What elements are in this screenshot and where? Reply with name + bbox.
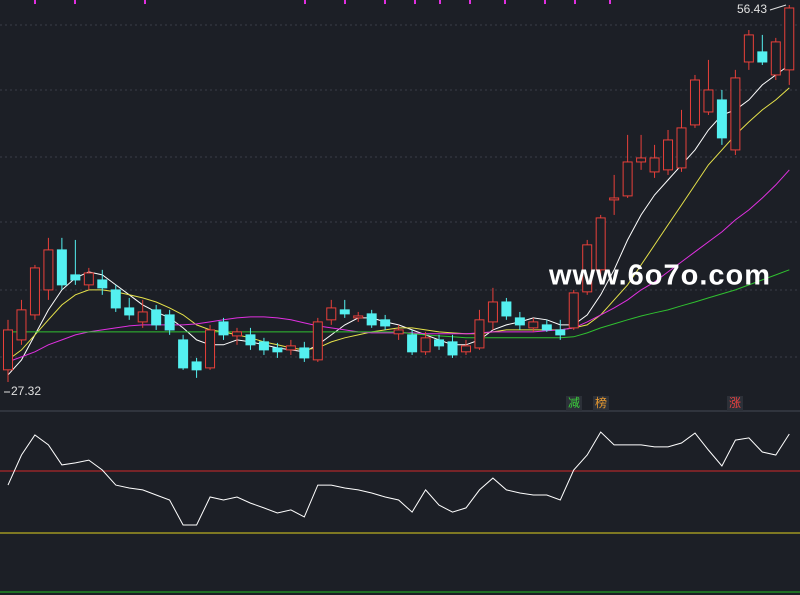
indicator-line: [7, 431, 790, 526]
candle-body: [730, 77, 741, 151]
candle-body: [285, 345, 296, 351]
candle-body: [326, 307, 337, 321]
candle-body: [3, 329, 13, 371]
candle-body: [258, 341, 269, 351]
candle-body: [312, 321, 323, 361]
candle-body: [299, 347, 310, 359]
candle-body: [514, 317, 525, 326]
candle-body: [460, 345, 471, 353]
candle-body: [407, 334, 418, 353]
candle-body: [205, 329, 216, 369]
candle-body: [339, 309, 350, 315]
high-arrow: [769, 4, 787, 11]
ma-line: [7, 87, 790, 361]
signal: 减: [568, 396, 580, 410]
candle-body: [649, 157, 660, 173]
candle-body: [83, 272, 94, 286]
candle-body: [43, 249, 54, 291]
signal: 榜: [595, 395, 607, 410]
candle-body: [487, 301, 498, 323]
candle-body: [541, 324, 552, 331]
candle-body: [447, 341, 458, 356]
signal: 涨: [729, 395, 741, 410]
candle-body: [97, 279, 108, 289]
candle-body: [124, 307, 135, 316]
candle-body: [609, 197, 620, 201]
candle-body: [663, 139, 674, 171]
candle-body: [164, 314, 175, 331]
candle-body: [218, 321, 229, 336]
candle-body: [622, 161, 633, 197]
candle-body: [555, 329, 566, 336]
candle-body: [272, 347, 283, 353]
candle-body: [393, 329, 404, 335]
candle-body: [568, 292, 579, 329]
candle-body: [716, 99, 727, 139]
candle-body: [151, 309, 162, 326]
signal-box: [566, 396, 582, 411]
candle-body: [56, 249, 67, 286]
candle-body: [474, 319, 485, 349]
candle-body: [420, 337, 431, 353]
signals: 减 榜 涨: [566, 395, 743, 411]
signal-box: [593, 396, 609, 411]
candle-body: [70, 274, 81, 281]
candle-body: [743, 34, 754, 63]
candle-body: [231, 331, 242, 337]
candle-body: [178, 339, 189, 369]
candle-body: [29, 267, 40, 316]
candle-body: [366, 313, 377, 326]
candle-body: [770, 41, 781, 76]
candle-body: [434, 339, 445, 347]
candle-body: [676, 127, 687, 169]
high-label: 56.43: [737, 2, 767, 16]
candle-body: [380, 319, 391, 327]
candle-body: [528, 321, 539, 329]
candle-body: [245, 334, 256, 346]
candle-body: [16, 309, 27, 341]
candle-body: [582, 244, 593, 293]
candle-body: [689, 79, 700, 126]
candle-body: [703, 89, 714, 113]
signal-box: [727, 396, 743, 411]
candle-body: [501, 301, 512, 317]
candle-body: [757, 51, 768, 63]
watermark: www.6o7o.com: [548, 260, 771, 292]
candle-body: [191, 361, 202, 371]
candle-body: [353, 315, 364, 319]
candle-body: [636, 157, 647, 163]
candle-body: [137, 311, 148, 323]
candle-body: [595, 217, 606, 271]
low-label: 27.32: [11, 384, 41, 398]
candle-body: [110, 289, 121, 309]
candle-body: [784, 7, 795, 71]
top-ticks: [34, 0, 611, 4]
